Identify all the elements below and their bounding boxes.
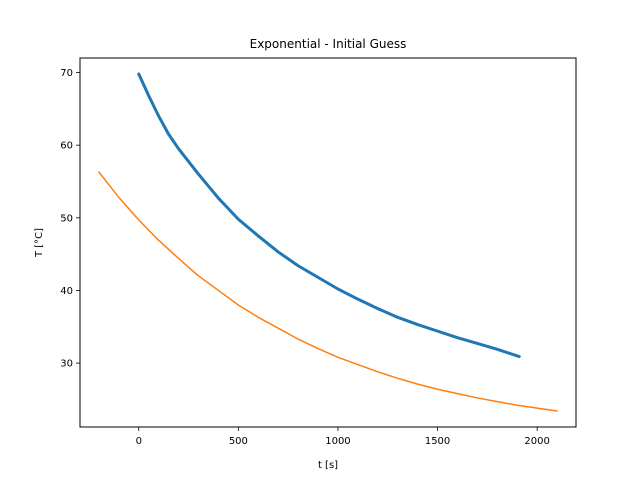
x-axis: 0 500 1000 1500 2000	[136, 427, 550, 447]
x-tick-label: 2000	[524, 436, 549, 447]
x-tick-label: 0	[136, 436, 142, 447]
series-line-2	[98, 171, 558, 412]
series-line-1	[137, 72, 521, 359]
y-axis: 30 40 50 60 70	[60, 68, 80, 370]
y-tick-label: 70	[60, 68, 73, 79]
x-tick-label: 1000	[325, 436, 350, 447]
y-tick-label: 50	[60, 213, 73, 224]
chart-title: Exponential - Initial Guess	[250, 37, 407, 51]
y-tick-label: 40	[60, 286, 73, 297]
y-axis-label: T [°C]	[34, 228, 45, 258]
x-axis-label: t [s]	[318, 460, 338, 471]
y-tick-label: 30	[60, 359, 73, 370]
plot-frame	[79, 57, 577, 428]
y-tick-label: 60	[60, 141, 73, 152]
x-tick-label: 500	[229, 436, 248, 447]
series-layer	[98, 72, 558, 412]
x-tick-label: 1500	[425, 436, 450, 447]
